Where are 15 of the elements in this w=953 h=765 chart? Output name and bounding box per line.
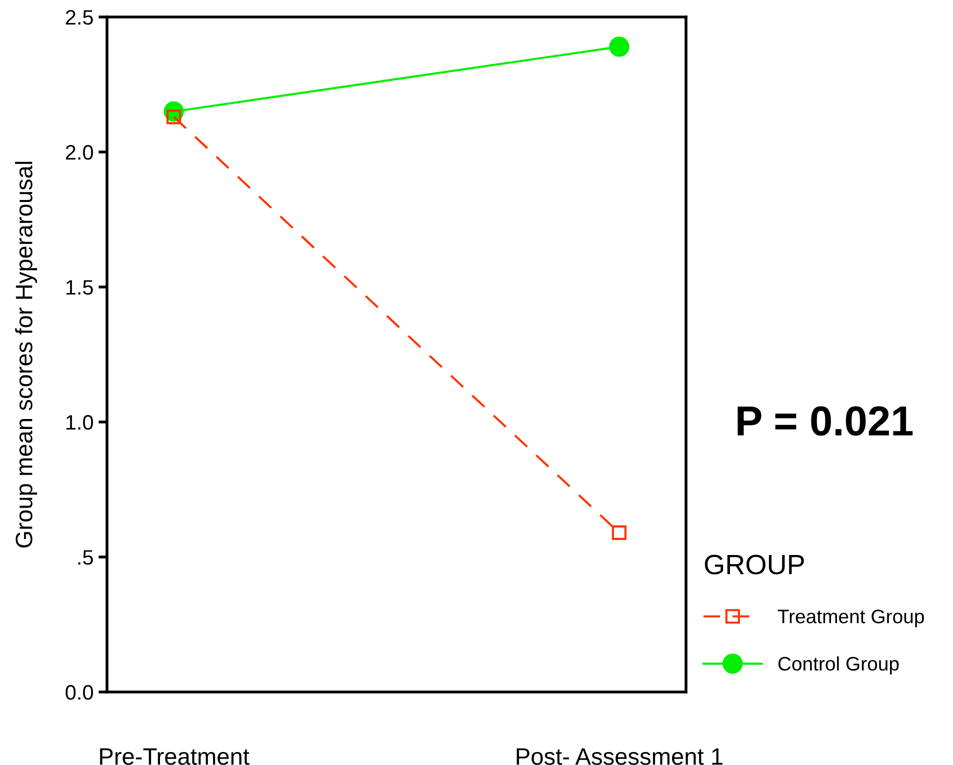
y-tick-label: 1.0 bbox=[66, 415, 93, 430]
x-tick-label: Post- Assessment 1 bbox=[516, 748, 722, 765]
y-tick-label: .5 bbox=[78, 550, 93, 565]
legend-label: Control Group bbox=[778, 656, 899, 674]
legend-label: Treatment Group bbox=[778, 610, 924, 628]
y-axis-title: Group mean scores for Hyperarousal bbox=[15, 162, 38, 548]
point bbox=[609, 36, 630, 57]
legend-title: GROUP bbox=[704, 554, 804, 574]
x-tick-label: Pre-Treatment bbox=[100, 748, 250, 765]
point bbox=[612, 525, 626, 540]
text: P = 0.021 bbox=[738, 406, 913, 436]
y-tick-label: 1.5 bbox=[66, 280, 93, 295]
y-tick-label: 2.0 bbox=[66, 145, 93, 160]
y-tick-label: 2.5 bbox=[66, 10, 93, 25]
y-tick-label: 0.0 bbox=[66, 685, 93, 700]
